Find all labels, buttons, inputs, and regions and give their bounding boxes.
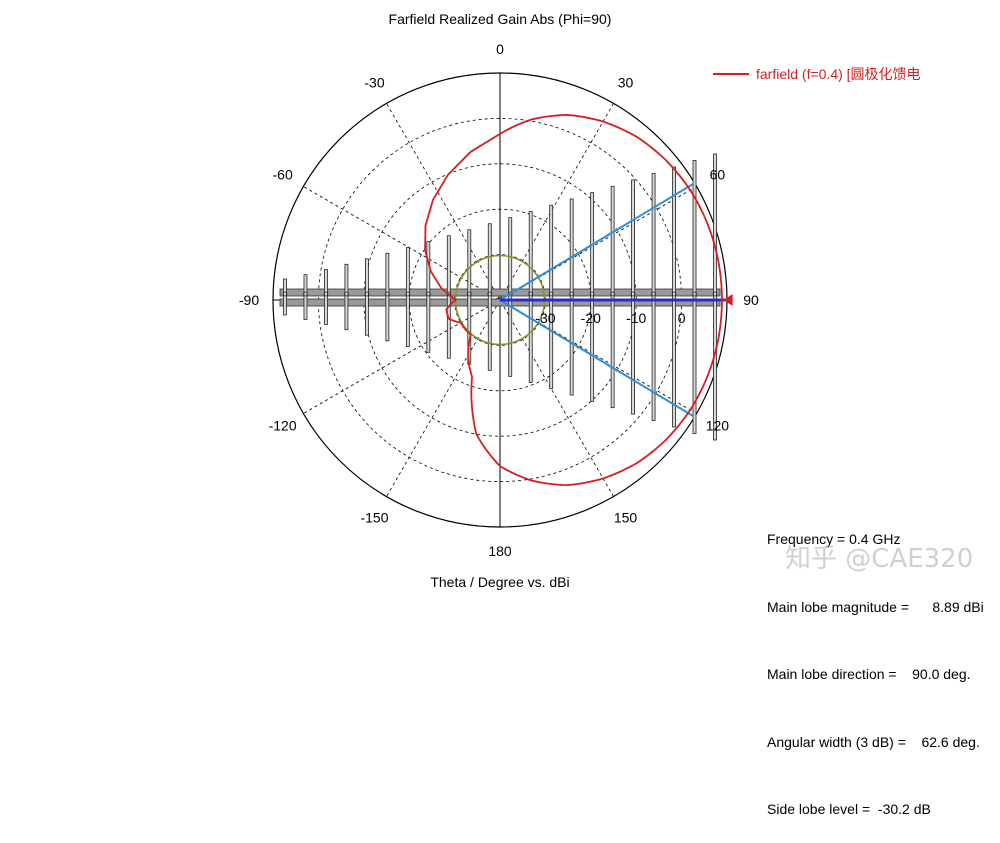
angle-tick-label: -90 [239,292,259,308]
x-axis-label: Theta / Degree vs. dBi [430,574,569,590]
polar-chart: Farfield Realized Gain Abs (Phi=90) 0 30 6… [239,11,921,590]
antenna-element [324,269,328,325]
legend: farfield (f=0.4) [圆极化馈电 [713,66,921,82]
antenna-joint [651,291,656,297]
grid-spoke [386,103,614,497]
antenna-element [508,217,513,377]
angle-tick-label: 150 [614,509,638,525]
angle-tick-label: -30 [364,75,384,91]
beamwidth-line [499,299,694,417]
antenna-joint [405,291,411,297]
antenna-element [344,263,349,331]
antenna-element [610,185,615,409]
antenna-joint [446,291,452,297]
info-angular-width: Angular width (3 dB) = 62.6 deg. [767,733,980,750]
antenna-element [713,153,717,441]
info-panel: Frequency = 0.4 GHz Main lobe magnitude … [767,483,984,843]
radial-tick-label: -10 [626,310,646,326]
antenna-element [631,179,635,415]
legend-label: farfield (f=0.4) [圆极化馈电 [756,66,921,82]
antenna-element [405,247,410,347]
antenna-joint [630,291,636,297]
antenna-joint [712,291,718,297]
antenna-element [446,235,451,359]
antenna-element [692,160,697,434]
angle-tick-label: 90 [743,292,759,308]
antenna-joint [303,291,308,297]
antenna-joint [487,291,493,297]
watermark: 知乎 @CAE320 [785,544,974,574]
antenna-joint [425,291,431,297]
pattern-curve [424,113,723,487]
antenna-joint [569,291,575,297]
info-side-lobe-level: Side lobe level = -30.2 dB [767,801,931,817]
antenna-joint [282,291,288,297]
antenna-boom-upper [279,288,721,297]
antenna-joint [466,291,472,297]
antenna-joint [323,291,329,297]
angle-tick-label: 30 [618,75,634,91]
antenna-joint [364,291,370,297]
angle-tick-label: 60 [710,167,726,183]
grid-spoke [386,103,614,497]
angle-tick-label: -150 [360,509,388,525]
antenna-joint [671,291,677,297]
angle-tick-label: -120 [269,418,297,434]
antenna-joint [344,291,349,297]
antenna-element [487,223,492,371]
info-main-lobe-direction: Main lobe direction = 90.0 deg. [767,666,971,682]
antenna-element [672,166,676,428]
angle-tick-label: 180 [488,543,512,559]
tick-labels: 0 30 60 90 120 150 180 -150 -120 -90 -60 -30 -30 -20 -… [239,41,759,559]
chart-title: Farfield Realized Gain Abs (Phi=90) [389,11,612,27]
antenna-element [283,278,287,316]
antenna-element [549,204,554,390]
info-main-lobe-magnitude: Main lobe magnitude = 8.89 dBi [767,598,984,615]
antenna-element [590,192,595,402]
grid-spoke [303,186,697,414]
angle-tick-label: 120 [706,418,730,434]
grid-spoke [303,186,697,414]
antenna-joint [610,291,615,297]
main-lobe-arrow [723,294,733,306]
angle-tick-label: 0 [496,41,504,57]
antenna-drawing [279,153,721,441]
antenna-element [426,241,431,353]
radial-tick-label: -30 [535,310,555,326]
radial-tick-label: -20 [581,310,601,326]
antenna-element [569,198,574,396]
antenna-element [528,211,533,383]
antenna-joint [589,291,595,297]
antenna-joint [692,291,697,297]
pattern-overlays [424,113,733,487]
antenna-element [651,173,656,421]
angle-tick-label: -60 [273,167,293,183]
antenna-element [365,258,369,336]
info-frequency: Frequency = 0.4 GHz [767,531,901,547]
antenna-element [385,252,390,342]
radial-tick-label: 0 [678,310,686,326]
antenna-joint [548,291,554,297]
antenna-element [303,274,308,320]
antenna-joint [528,291,534,297]
antenna-joint [385,291,390,297]
beamwidth-line [499,183,694,301]
